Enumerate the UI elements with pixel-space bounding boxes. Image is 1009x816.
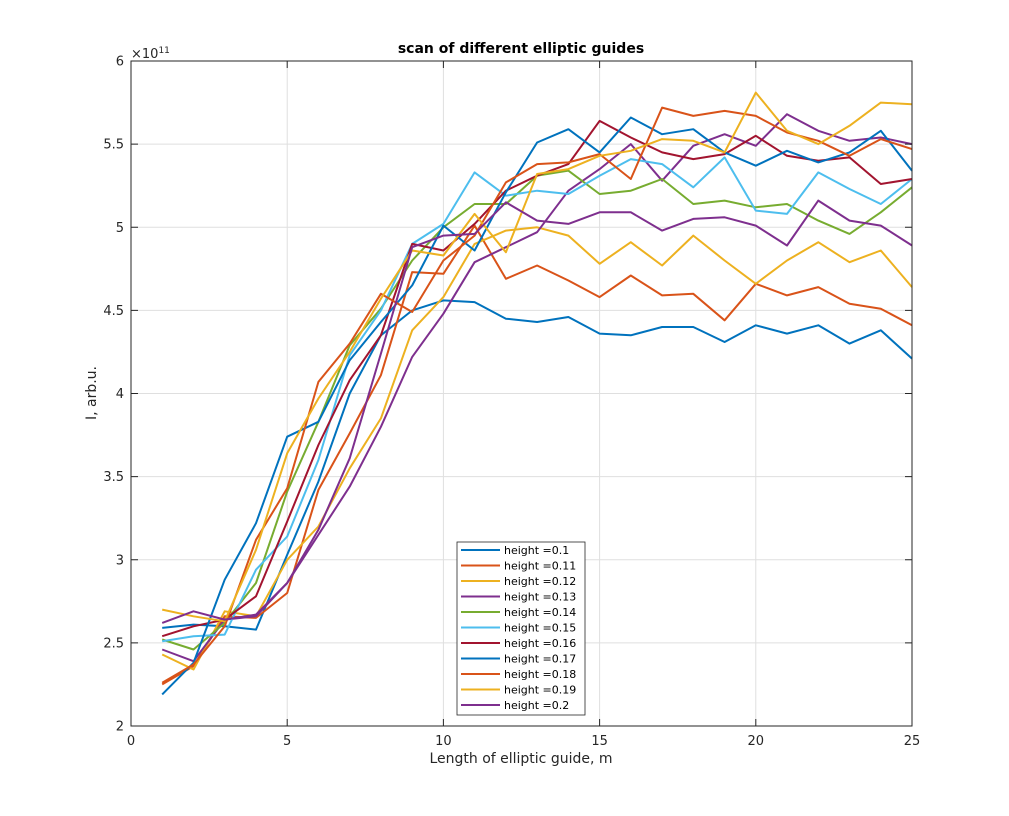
x-tick-labels: 0 5 10 15 20 25 bbox=[127, 734, 920, 749]
y-tick-label: 5.5 bbox=[103, 138, 124, 153]
x-tick-label: 0 bbox=[127, 734, 135, 749]
legend: height =0.1 height =0.11 height =0.12 heigh… bbox=[456, 541, 586, 716]
y-tick-label: 5 bbox=[116, 221, 124, 236]
x-tick-label: 20 bbox=[748, 734, 765, 749]
series-line bbox=[162, 156, 913, 643]
y-tick-label: 2 bbox=[116, 720, 124, 735]
y-tick-label: 4 bbox=[116, 387, 124, 402]
legend-entry: height =0.16 bbox=[504, 637, 576, 650]
series-line bbox=[161, 226, 913, 671]
y-tick-labels: 2 2.5 3 3.5 4 4.5 5 5.5 6 bbox=[103, 55, 124, 735]
x-tick-label: 15 bbox=[591, 734, 608, 749]
legend-entry: height =0.12 bbox=[504, 575, 576, 588]
y-tick-label: 6 bbox=[116, 55, 124, 70]
series-line bbox=[161, 116, 913, 696]
x-axis-label: Length of elliptic guide, m bbox=[429, 751, 612, 767]
legend-entry: height =0.17 bbox=[504, 653, 576, 666]
y-tick-label: 3.5 bbox=[103, 470, 124, 485]
x-tick-label: 10 bbox=[435, 734, 452, 749]
y-tick-label: 4.5 bbox=[103, 304, 124, 319]
chart-title: scan of different elliptic guides bbox=[398, 41, 644, 57]
legend-entry: height =0.2 bbox=[504, 699, 569, 712]
legend-entry: height =0.18 bbox=[504, 668, 576, 681]
legend-entry: height =0.19 bbox=[504, 684, 576, 697]
series-line bbox=[161, 224, 913, 686]
series-line bbox=[161, 106, 913, 684]
series-lines bbox=[161, 91, 913, 696]
series-line bbox=[162, 299, 913, 631]
legend-entry: height =0.1 bbox=[504, 544, 569, 557]
legend-entry: height =0.11 bbox=[504, 560, 576, 573]
y-axis-label: I, arb.u. bbox=[84, 366, 100, 420]
x-tick-label: 5 bbox=[283, 734, 291, 749]
legend-entry: height =0.14 bbox=[504, 606, 576, 619]
axis-ticks bbox=[130, 60, 913, 727]
series-line bbox=[161, 199, 913, 624]
exponent-label: ×1011 bbox=[131, 46, 170, 62]
x-tick-label: 25 bbox=[904, 734, 921, 749]
legend-entry: height =0.15 bbox=[504, 622, 576, 635]
series-line bbox=[161, 91, 913, 623]
y-tick-label: 2.5 bbox=[103, 636, 124, 651]
legend-entry: height =0.13 bbox=[504, 591, 576, 604]
y-tick-label: 3 bbox=[116, 553, 124, 568]
